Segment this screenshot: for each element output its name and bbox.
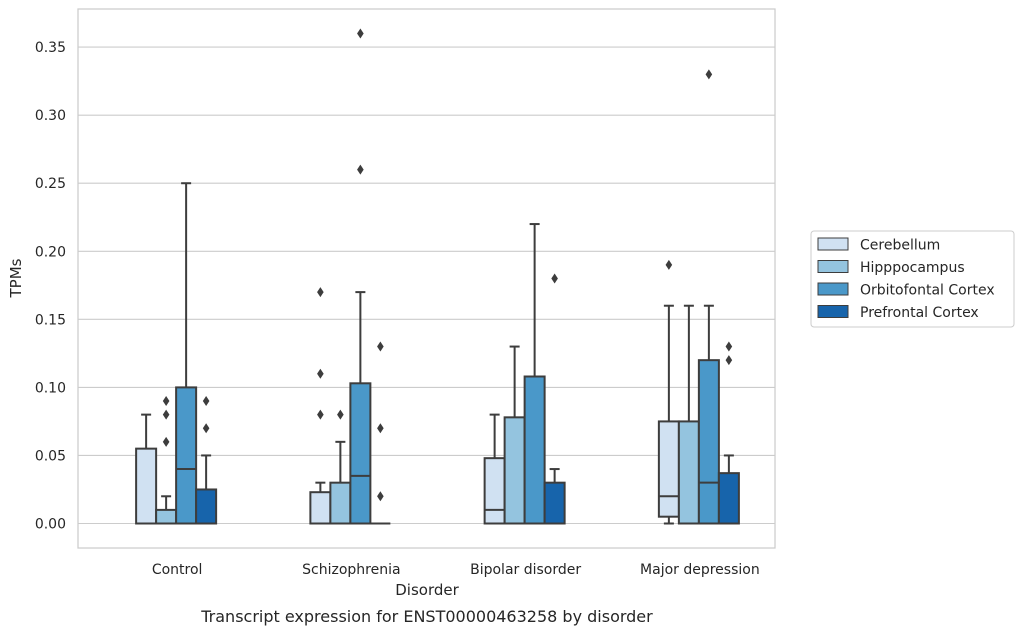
boxes-layer [135, 28, 740, 525]
y-tick-label: 0.10 [35, 380, 66, 396]
y-tick-label: 0.20 [35, 244, 66, 260]
x-axis-title: Disorder [395, 581, 459, 599]
y-tick-label: 0.05 [35, 448, 66, 464]
y-tick-label: 0.35 [35, 40, 66, 56]
box-cerebellum [657, 259, 680, 525]
box-body [175, 386, 198, 525]
outlier-point [725, 341, 733, 352]
outlier-point [665, 259, 673, 270]
box-body [717, 472, 740, 525]
box-body [135, 447, 158, 525]
y-axis-title: TPMs [7, 258, 25, 298]
legend-swatch [817, 260, 849, 273]
legend-label: Prefrontal Cortex [860, 305, 979, 321]
box-prefrontal-cortex [195, 396, 218, 525]
x-tick-label: Major depression [640, 562, 760, 578]
box-body [309, 491, 332, 525]
box-orbitofontal-cortex [175, 182, 198, 525]
legend-swatch [817, 282, 849, 296]
legend-swatch [817, 237, 849, 251]
box-cerebellum [309, 287, 332, 525]
box-body [349, 382, 372, 525]
box-hipppocampus [503, 345, 526, 525]
outlier-point [202, 396, 210, 406]
legend-label: Orbitofontal Cortex [860, 283, 995, 299]
plot-area-frame [77, 8, 776, 549]
outlier-point [317, 368, 324, 379]
box-prefrontal-cortex [543, 273, 566, 525]
box-hipppocampus [155, 396, 178, 525]
box-body [195, 488, 218, 525]
outlier-point [705, 69, 713, 80]
outlier-point [357, 28, 364, 39]
box-orbitofontal-cortex [349, 28, 372, 525]
x-tick-label: Schizophrenia [302, 562, 400, 578]
x-axis-tick-labels: Control Schizophrenia Bipolar disorder Majo… [152, 562, 760, 578]
box-body [329, 481, 352, 525]
outlier-point [377, 341, 384, 352]
box-cerebellum [135, 413, 158, 525]
box-orbitofontal-cortex [523, 223, 546, 525]
outlier-point [377, 491, 384, 502]
box-hipppocampus [329, 409, 352, 525]
legend: Cerebellum Hipppocampus Orbitofontal Corte… [810, 230, 1015, 328]
outlier-point [162, 396, 170, 406]
box-body [155, 508, 178, 525]
outlier-point [317, 409, 324, 420]
y-tick-label: 0.00 [35, 517, 66, 533]
x-tick-label: Control [152, 562, 203, 578]
legend-frame [810, 230, 1015, 328]
y-tick-label: 0.30 [35, 108, 66, 124]
outlier-point [202, 423, 210, 434]
box-body [483, 457, 506, 525]
box-hipppocampus [677, 304, 700, 525]
outlier-point [725, 355, 733, 366]
box-body [503, 416, 526, 525]
outlier-point [377, 423, 384, 434]
outlier-point [357, 164, 364, 175]
box-body [657, 420, 680, 518]
legend-label: Cerebellum [860, 238, 940, 254]
x-tick-label: Bipolar disorder [470, 562, 581, 578]
outlier-point [551, 273, 558, 284]
box-body [697, 359, 720, 525]
box-body [543, 481, 566, 525]
box-prefrontal-cortex [370, 341, 391, 525]
y-axis-tick-labels: 0.00 0.05 0.10 0.15 0.20 0.25 0.30 0.35 [35, 40, 66, 532]
box-body [523, 375, 546, 525]
outlier-point [317, 287, 324, 298]
outlier-point [337, 409, 344, 420]
chart-caption: Transcript expression for ENST0000046325… [200, 607, 653, 626]
y-tick-label: 0.25 [35, 176, 66, 192]
legend-swatch [817, 305, 849, 318]
box-prefrontal-cortex [717, 341, 740, 525]
box-cerebellum [483, 413, 506, 525]
box-body [677, 420, 700, 525]
legend-label: Hipppocampus [860, 260, 965, 276]
box-orbitofontal-cortex [697, 69, 720, 525]
outlier-point [162, 409, 170, 420]
outlier-point [162, 436, 170, 447]
y-tick-label: 0.15 [35, 312, 66, 328]
